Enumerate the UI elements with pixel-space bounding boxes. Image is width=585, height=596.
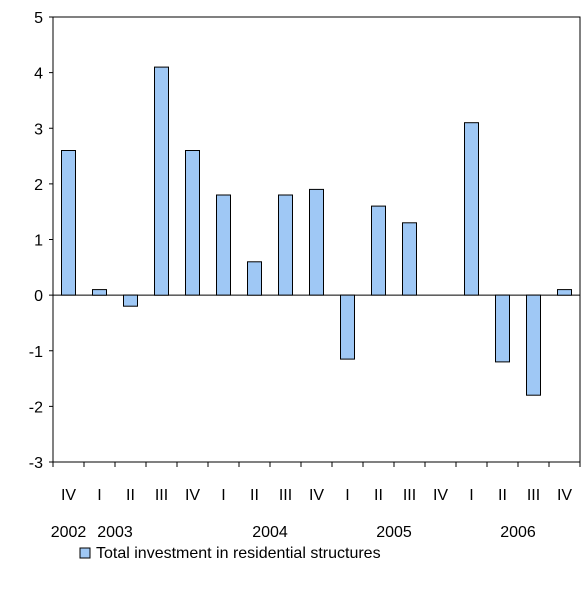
x-tick-label: I [345, 487, 349, 504]
y-tick-label: -1 [29, 344, 43, 361]
x-tick-label: II [126, 487, 135, 504]
bar [526, 294, 541, 396]
x-tick-label: II [498, 487, 507, 504]
y-tick-label: 2 [34, 177, 43, 194]
year-label: 2004 [252, 524, 288, 541]
x-tick-label: II [250, 487, 259, 504]
x-tick-label: III [527, 487, 540, 504]
bar [464, 122, 479, 296]
y-tick-label: -3 [29, 455, 43, 472]
legend: Total investment in residential structur… [79, 545, 381, 562]
bar [402, 222, 417, 296]
bars [61, 66, 572, 396]
x-tick-label: IV [185, 487, 200, 504]
bar [61, 150, 76, 296]
legend-label: Total investment in residential structur… [96, 545, 381, 562]
x-tick-label: IV [309, 487, 324, 504]
bar [92, 289, 107, 296]
y-tick-label: 5 [34, 10, 43, 27]
x-tick-label: III [403, 487, 416, 504]
x-tick-label: II [374, 487, 383, 504]
year-label: 2002 [51, 524, 87, 541]
x-tick-label: III [279, 487, 292, 504]
x-tick-label: III [155, 487, 168, 504]
bar [185, 150, 200, 296]
x-tick-label: I [97, 487, 101, 504]
y-tick-label: 4 [34, 66, 43, 83]
bar [557, 289, 572, 296]
bar [247, 261, 262, 296]
y-tick-label: 3 [34, 121, 43, 138]
y-tick-label: -2 [29, 399, 43, 416]
year-label: 2005 [376, 524, 412, 541]
bar [309, 188, 324, 296]
bar [371, 205, 386, 296]
year-label: 2003 [97, 524, 133, 541]
bar [278, 194, 293, 296]
year-label: 2006 [500, 524, 536, 541]
y-tick-label: 1 [34, 233, 43, 250]
x-tick-label: IV [61, 487, 76, 504]
x-tick-label: I [221, 487, 225, 504]
x-tick-label: IV [557, 487, 572, 504]
legend-swatch [79, 547, 91, 559]
x-tick-label: I [469, 487, 473, 504]
bar [154, 66, 169, 296]
bar [340, 294, 355, 360]
bar [495, 294, 510, 363]
y-tick-label: 0 [34, 288, 43, 305]
bar [216, 194, 231, 296]
bar [123, 294, 138, 307]
x-tick-label: IV [433, 487, 448, 504]
